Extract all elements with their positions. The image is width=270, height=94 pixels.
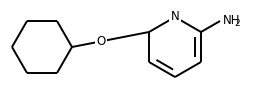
Text: 2: 2 xyxy=(235,19,240,28)
Text: NH: NH xyxy=(223,14,241,28)
Text: O: O xyxy=(97,35,106,48)
Text: N: N xyxy=(171,11,179,24)
